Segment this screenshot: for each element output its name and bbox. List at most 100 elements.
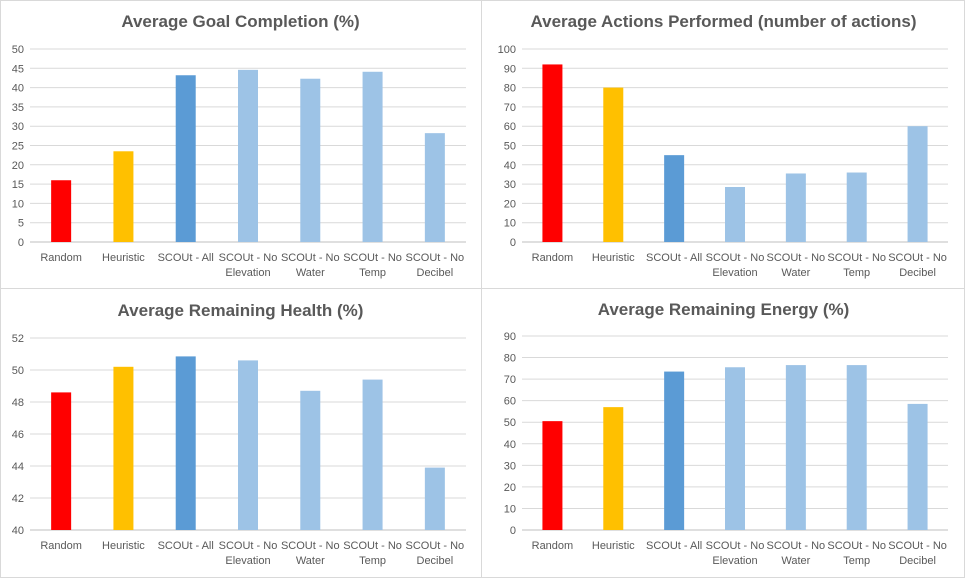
y-tick-label: 100: [498, 44, 516, 56]
y-tick-label: 80: [504, 83, 516, 95]
y-tick-label: 50: [504, 141, 516, 153]
category-label: Decibel: [899, 267, 936, 279]
bar-scout-no-elevation: [725, 367, 745, 530]
y-tick-label: 0: [510, 525, 516, 537]
category-label: Decibel: [899, 555, 936, 567]
bar-scout-no-elevation: [725, 186, 745, 242]
category-label: SCOUt - No: [219, 540, 278, 552]
chart-title: Average Remaining Health (%): [118, 301, 364, 320]
bar-scout-all: [664, 155, 685, 242]
bar-heuristic: [113, 151, 134, 242]
category-label: Heuristic: [102, 252, 145, 264]
category-label: Random: [532, 540, 574, 552]
bar-scout-no-elevation: [238, 69, 258, 243]
bar-random: [542, 421, 563, 530]
bar-random: [542, 64, 563, 242]
y-tick-label: 46: [12, 429, 24, 441]
category-label: SCOUt - All: [646, 540, 702, 552]
bar-random: [51, 180, 72, 242]
chart-panel-actions-performed: Average Actions Performed (number of act…: [482, 0, 965, 288]
bar-heuristic: [113, 366, 134, 530]
y-tick-label: 42: [12, 493, 24, 505]
category-label: Temp: [843, 267, 870, 279]
bar-scout-no-water: [300, 78, 321, 242]
bar-scout-no-temp: [846, 365, 867, 530]
y-tick-label: 52: [12, 333, 24, 345]
y-tick-label: 45: [12, 63, 24, 75]
bar-scout-no-water: [300, 390, 321, 530]
y-tick-label: 20: [12, 160, 24, 172]
category-label: Heuristic: [592, 540, 635, 552]
category-label: SCOUt - All: [158, 252, 214, 264]
chart-title: Average Actions Performed (number of act…: [530, 12, 916, 31]
category-label: Elevation: [712, 267, 757, 279]
y-tick-label: 5: [18, 218, 24, 230]
y-tick-label: 0: [510, 237, 516, 249]
category-label: SCOUt - No: [888, 252, 947, 264]
y-tick-label: 35: [12, 102, 24, 114]
y-tick-label: 20: [504, 198, 516, 210]
bar-scout-no-decibel: [424, 467, 445, 530]
category-label: SCOUt - No: [706, 252, 765, 264]
category-label: Water: [296, 555, 325, 567]
y-tick-label: 90: [504, 331, 516, 343]
bar-scout-no-decibel: [424, 133, 445, 242]
category-label: Random: [532, 252, 574, 264]
y-tick-label: 30: [12, 121, 24, 133]
y-tick-label: 30: [504, 460, 516, 472]
y-tick-label: 90: [504, 63, 516, 75]
y-tick-label: 60: [504, 121, 516, 133]
category-label: Temp: [359, 555, 386, 567]
bar-scout-all: [175, 75, 196, 242]
category-label: SCOUt - No: [219, 252, 278, 264]
category-label: SCOUt - No: [281, 252, 340, 264]
category-label: SCOUt - No: [343, 252, 402, 264]
category-label: Water: [781, 555, 810, 567]
category-label: SCOUt - No: [343, 540, 402, 552]
chart-title: Average Goal Completion (%): [121, 12, 359, 31]
category-label: Random: [40, 252, 82, 264]
category-label: SCOUt - No: [706, 540, 765, 552]
category-label: SCOUt - No: [406, 540, 465, 552]
y-tick-label: 20: [504, 482, 516, 494]
bar-scout-all: [664, 371, 685, 530]
bar-scout-no-temp: [362, 379, 383, 530]
bar-random: [51, 392, 72, 530]
bar-scout-all: [175, 356, 196, 530]
y-tick-label: 48: [12, 397, 24, 409]
category-label: Elevation: [712, 555, 757, 567]
category-label: Elevation: [225, 267, 270, 279]
vertical-divider: [481, 0, 482, 578]
category-label: Temp: [843, 555, 870, 567]
bar-heuristic: [603, 407, 624, 530]
category-label: SCOUt - No: [406, 252, 465, 264]
bar-scout-no-elevation: [238, 360, 258, 530]
y-tick-label: 25: [12, 141, 24, 153]
category-label: Temp: [359, 267, 386, 279]
category-label: SCOUt - No: [888, 540, 947, 552]
bar-scout-no-water: [785, 173, 806, 242]
chart-panel-remaining-health: Average Remaining Health (%) 40 42 44 46 48 50…: [0, 289, 481, 578]
y-tick-label: 0: [18, 237, 24, 249]
category-label: SCOUt - No: [827, 252, 886, 264]
chart-goal-completion: Average Goal Completion (%) 0 5 10 15 20 25 30 3…: [12, 12, 466, 279]
y-tick-label: 40: [504, 439, 516, 451]
y-tick-label: 70: [504, 374, 516, 386]
y-tick-label: 50: [12, 44, 24, 56]
category-label: Heuristic: [102, 540, 145, 552]
category-label: Elevation: [225, 555, 270, 567]
chart-panel-goal-completion: Average Goal Completion (%) 0 5 10 15 20 25 30 3…: [0, 0, 481, 288]
category-label: SCOUt - No: [281, 540, 340, 552]
bar-scout-no-temp: [362, 71, 383, 242]
y-tick-label: 10: [504, 218, 516, 230]
category-label: SCOUt - All: [158, 540, 214, 552]
y-tick-label: 10: [12, 198, 24, 210]
category-label: Water: [781, 267, 810, 279]
category-label: SCOUt - No: [767, 540, 826, 552]
chart-title: Average Remaining Energy (%): [598, 300, 850, 319]
chart-actions-performed: Average Actions Performed (number of act…: [498, 12, 948, 279]
chart-remaining-health: Average Remaining Health (%) 40 42 44 46 48 50…: [12, 301, 466, 567]
category-label: Heuristic: [592, 252, 635, 264]
y-tick-label: 40: [504, 160, 516, 172]
y-tick-label: 80: [504, 353, 516, 365]
